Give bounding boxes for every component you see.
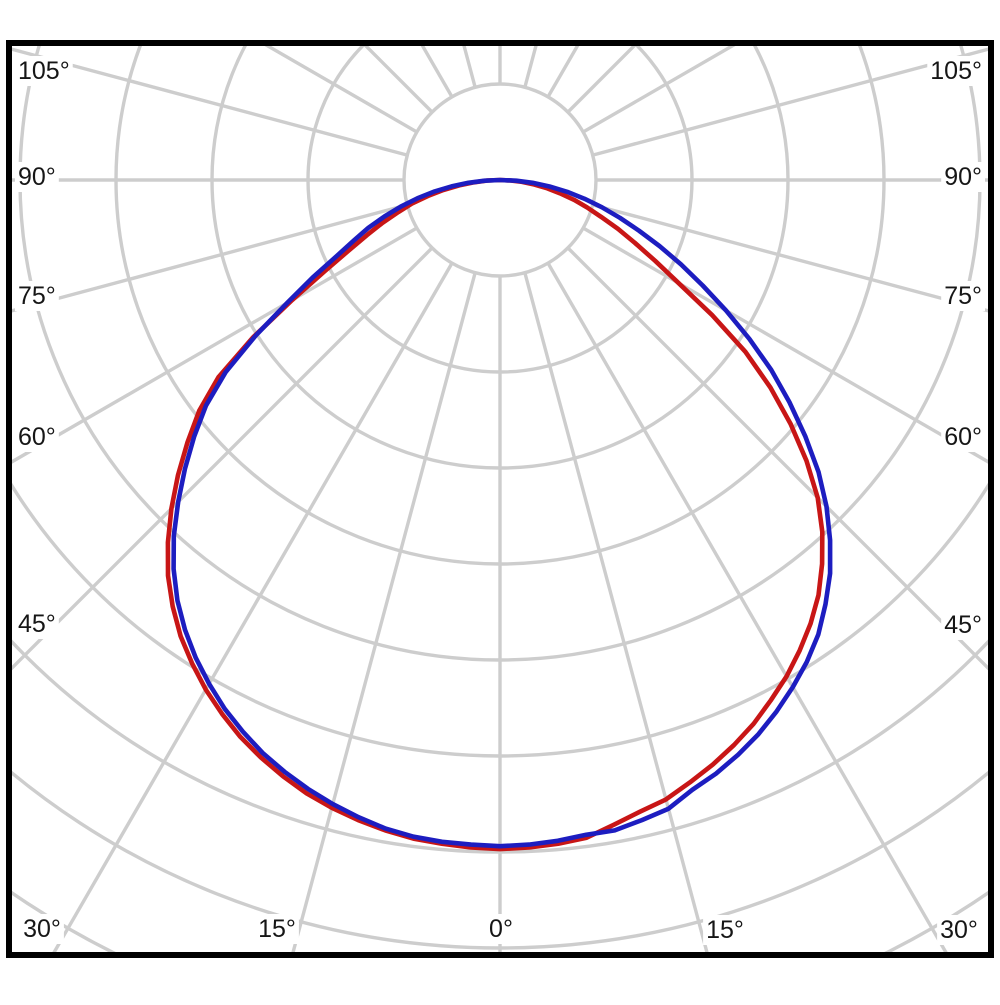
angle-label: 15°: [706, 916, 744, 944]
grid-radial-line: [12, 246, 434, 671]
angle-label: 60°: [18, 423, 56, 451]
angle-label: 45°: [18, 610, 56, 638]
angle-label: 105°: [18, 57, 70, 85]
angle-label-halo: [941, 162, 985, 192]
plot-frame: [6, 40, 994, 958]
grid-radial-line: [592, 203, 988, 313]
blue-curve: [171, 177, 833, 849]
angle-label: 105°: [930, 57, 982, 85]
angle-label-halo: [15, 609, 59, 639]
angle-label-halo: [15, 162, 59, 192]
angle-labels-bottom: 30° 15° 0° 15° 30°: [20, 914, 981, 945]
angle-label: 90°: [944, 163, 982, 191]
angle-label-halo: [255, 914, 299, 944]
angle-label: 90°: [18, 163, 56, 191]
angle-labels-left: 105° 90° 75° 60° 45°: [15, 56, 73, 639]
angle-label: 75°: [18, 282, 56, 310]
angle-label-halo: [941, 281, 985, 311]
grid-radial-line: [12, 226, 418, 464]
grid-radial-line: [12, 47, 408, 157]
angle-label: 75°: [944, 282, 982, 310]
angle-label-halo: [703, 915, 747, 945]
grid-radial-line: [546, 262, 948, 952]
angle-label: 60°: [944, 423, 982, 451]
angle-label: 0°: [489, 915, 513, 943]
grid-radial-line: [582, 226, 988, 464]
grid-radial-line: [566, 246, 988, 671]
angle-label: 30°: [23, 915, 61, 943]
angle-label-halo: [486, 914, 516, 944]
angle-label: 30°: [940, 916, 978, 944]
angle-label-halo: [15, 281, 59, 311]
angle-label-halo: [15, 56, 73, 86]
grid-radial-line: [291, 272, 477, 952]
angle-label-halo: [927, 56, 985, 86]
grid-radial-line: [523, 272, 709, 952]
angle-label-halo: [20, 914, 64, 944]
angle-label-halo: [15, 422, 59, 452]
angle-label: 45°: [944, 611, 982, 639]
angle-label-halo: [941, 422, 985, 452]
grid-radial-line: [52, 262, 454, 952]
angle-label-halo: [941, 610, 985, 640]
angle-label: 15°: [258, 915, 296, 943]
angle-label-halo: [937, 915, 981, 945]
angle-labels-right: 105° 90° 75° 60° 45°: [927, 56, 985, 640]
grid-radial-line: [12, 203, 408, 313]
grid-radial-line: [592, 47, 988, 157]
